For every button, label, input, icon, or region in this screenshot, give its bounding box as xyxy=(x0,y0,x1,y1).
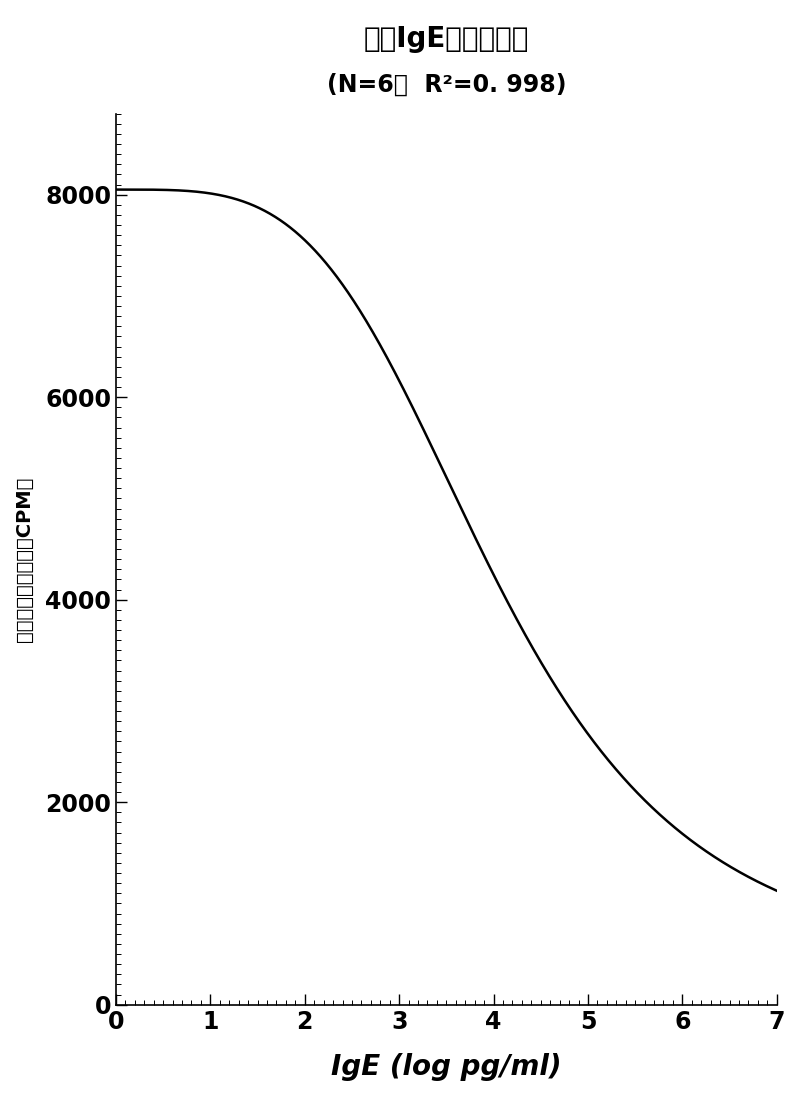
X-axis label: IgE (log pg/ml): IgE (log pg/ml) xyxy=(331,1053,562,1081)
Y-axis label: 结合的放射性计数（CPM）: 结合的放射性计数（CPM） xyxy=(15,477,34,642)
Text: (N=6，  R²=0. 998): (N=6， R²=0. 998) xyxy=(326,73,566,98)
Text: 大鼠IgE的标准曲线: 大鼠IgE的标准曲线 xyxy=(364,25,529,54)
